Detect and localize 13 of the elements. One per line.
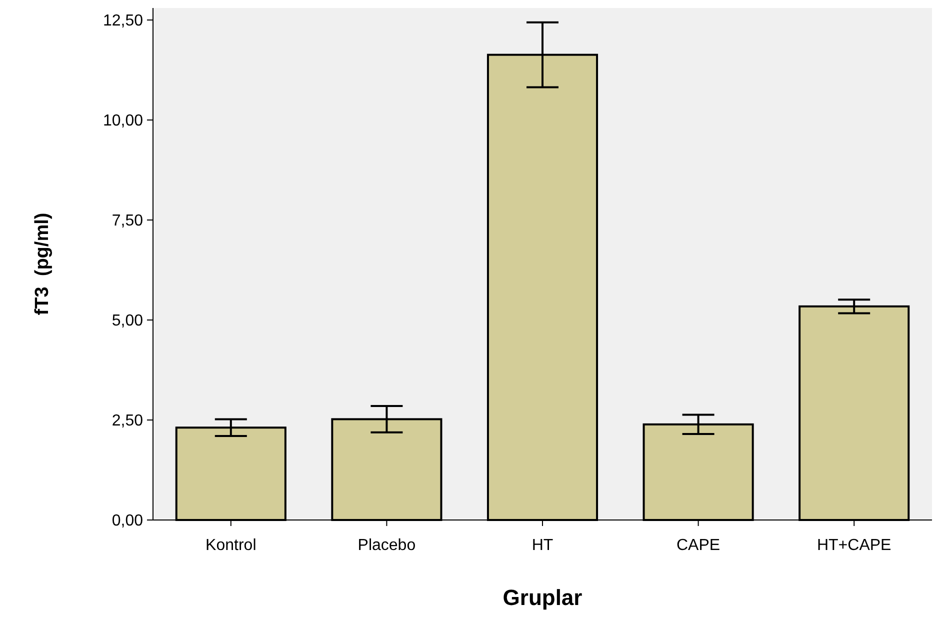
y-tick-label: 2,50 <box>112 412 144 430</box>
x-tick-label: HT+CAPE <box>816 537 892 554</box>
y-tick-label: 7,50 <box>112 212 144 230</box>
x-tick-label: CAPE <box>676 537 720 554</box>
y-tick-label: 12,50 <box>102 12 144 30</box>
x-axis-title: Gruplar <box>502 585 583 610</box>
x-tick-label: Kontrol <box>206 537 256 554</box>
y-axis-title: fT3 (pg/ml) <box>32 212 53 316</box>
y-tick-label: 10,00 <box>102 112 144 130</box>
x-tick-label: HT <box>532 537 554 554</box>
x-tick-label: Placebo <box>358 537 416 554</box>
y-tick-label: 0,00 <box>112 512 144 530</box>
y-tick-label: 5,00 <box>112 312 144 330</box>
